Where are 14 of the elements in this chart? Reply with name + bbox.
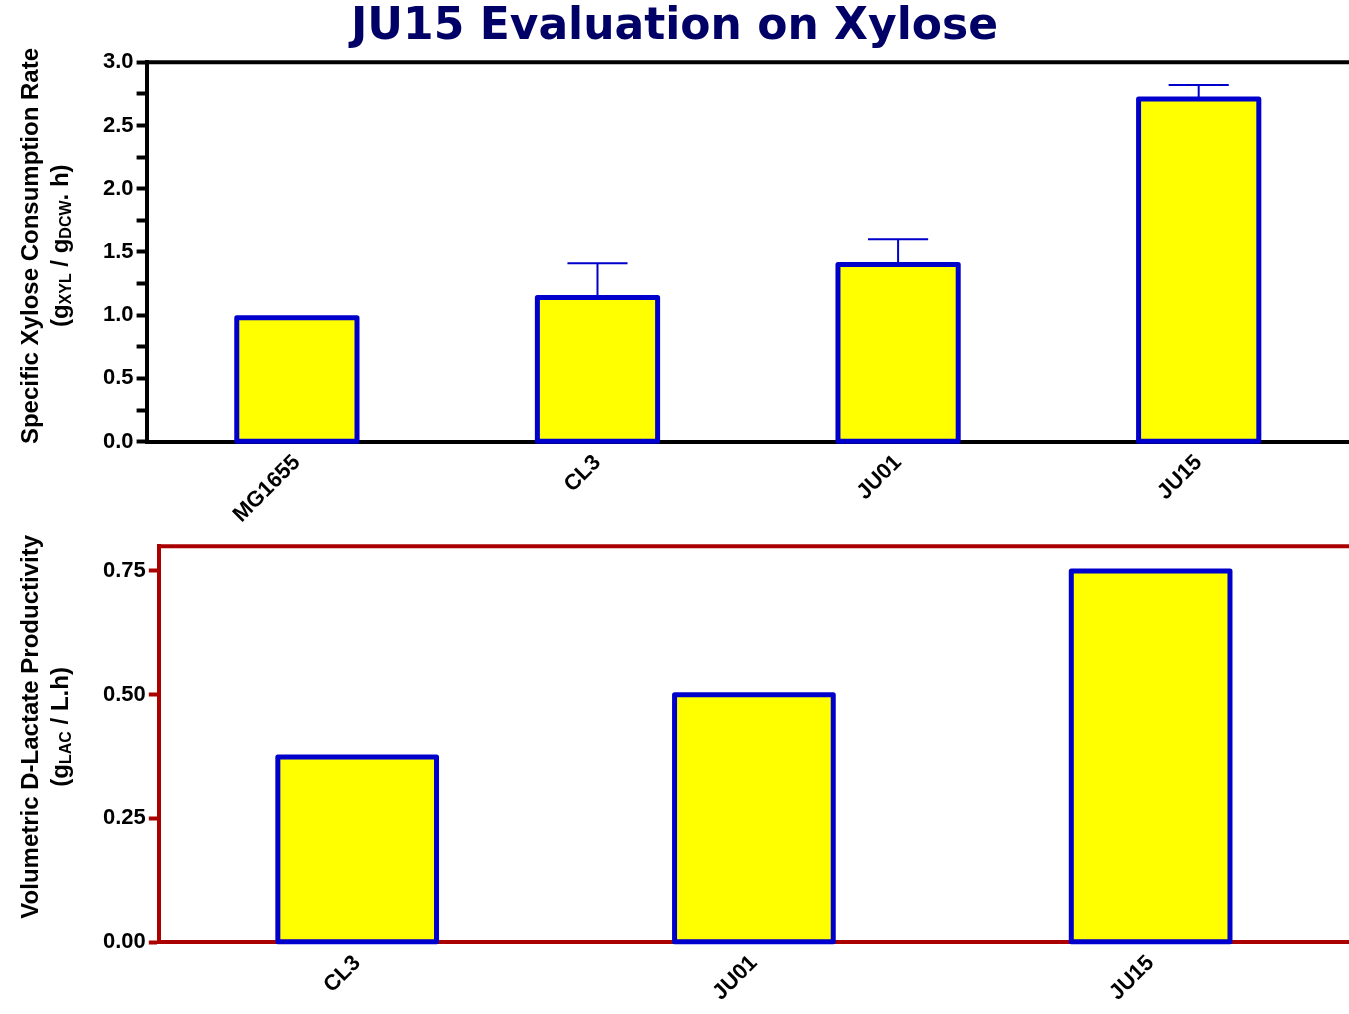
x-tick-label: CL3 [317, 949, 365, 997]
chart-title: JU15 Evaluation on Xylose [347, 0, 999, 49]
y-tick-label: 1.0 [102, 301, 134, 327]
y-tick-label: 0.0 [102, 427, 134, 453]
y-tick-label: 0.00 [102, 928, 146, 954]
y-tick-label: 0.25 [102, 804, 146, 830]
y-tick-label: 2.5 [102, 111, 134, 137]
y-tick-label: 3.0 [102, 48, 134, 74]
x-tick-label: CL3 [558, 449, 606, 497]
y-tick-label: 2.0 [102, 174, 134, 200]
y-tick-label: 0.5 [102, 364, 134, 390]
y-tick-label: 0.75 [102, 557, 146, 583]
y-tick-label: 0.50 [102, 680, 146, 706]
y-tick-label: 1.5 [102, 238, 134, 263]
